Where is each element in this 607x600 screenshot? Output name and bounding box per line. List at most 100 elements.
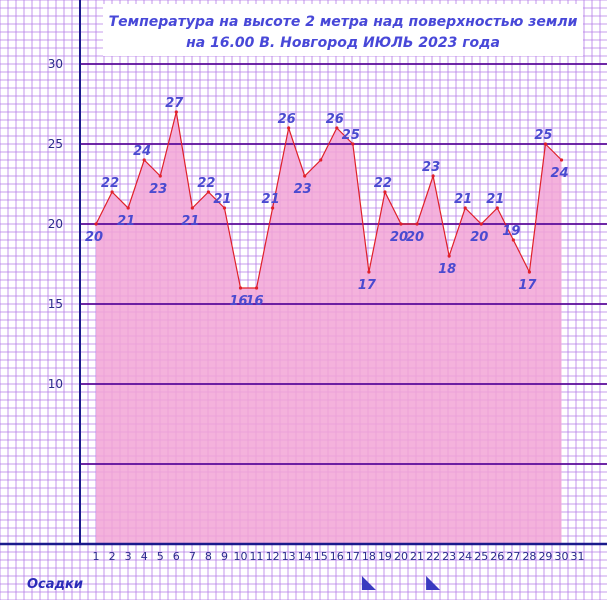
x-tick-label: 2 bbox=[109, 550, 116, 563]
data-point bbox=[222, 206, 227, 210]
x-tick-label: 12 bbox=[266, 550, 280, 563]
data-label: 27 bbox=[165, 96, 184, 111]
data-label: 17 bbox=[518, 278, 537, 293]
data-label: 21 bbox=[454, 192, 472, 207]
data-label: 25 bbox=[342, 128, 360, 143]
data-point bbox=[495, 206, 499, 210]
data-label: 23 bbox=[422, 160, 440, 175]
x-tick-label: 4 bbox=[141, 550, 148, 563]
y-tick-label: 10 bbox=[48, 377, 63, 391]
area-layer bbox=[96, 112, 562, 544]
data-label: 16 bbox=[229, 294, 247, 309]
x-tick-label: 20 bbox=[394, 550, 408, 563]
x-tick-label: 8 bbox=[205, 550, 212, 563]
data-label: 21 bbox=[262, 192, 280, 207]
data-point bbox=[399, 222, 403, 226]
data-point bbox=[271, 206, 275, 210]
data-point bbox=[254, 286, 259, 290]
data-label: 22 bbox=[374, 176, 392, 191]
precip-label: Осадки bbox=[27, 577, 83, 592]
labels-layer: 2022212423272122211616212623262517222020… bbox=[85, 96, 569, 309]
temperature-line bbox=[95, 111, 562, 289]
x-tick-label: 10 bbox=[234, 550, 248, 563]
data-label: 26 bbox=[278, 112, 296, 127]
x-tick-label: 15 bbox=[314, 550, 328, 563]
x-tick-label: 5 bbox=[157, 550, 164, 563]
title-layer: Температура на высоте 2 метра над поверх… bbox=[103, 4, 583, 56]
data-point bbox=[206, 190, 210, 194]
data-label: 17 bbox=[358, 278, 377, 293]
data-point bbox=[174, 110, 178, 114]
data-point bbox=[190, 206, 194, 210]
data-label: 21 bbox=[181, 214, 199, 229]
x-tick-label: 7 bbox=[189, 550, 196, 563]
precipitation-marker bbox=[361, 576, 376, 590]
x-tick-label: 18 bbox=[362, 550, 376, 563]
data-point bbox=[126, 206, 130, 210]
x-tick-label: 25 bbox=[474, 550, 488, 563]
data-point bbox=[287, 126, 291, 130]
data-point bbox=[463, 206, 467, 210]
data-point bbox=[351, 142, 355, 146]
data-label: 21 bbox=[117, 214, 135, 229]
data-point bbox=[142, 158, 146, 162]
x-tick-label: 24 bbox=[458, 550, 472, 563]
data-point bbox=[158, 174, 162, 178]
data-label: 24 bbox=[550, 166, 568, 181]
x-tick-label: 21 bbox=[410, 550, 424, 563]
data-label: 19 bbox=[502, 224, 520, 239]
chart-title-line1: Температура на высоте 2 метра над поверх… bbox=[109, 14, 578, 30]
y-tick-label: 20 bbox=[48, 217, 63, 231]
data-point bbox=[335, 126, 339, 130]
chart-title-line2: на 16.00 В. Новгород ИЮЛЬ 2023 года bbox=[186, 35, 500, 51]
temperature-area bbox=[96, 112, 562, 544]
x-tick-label: 23 bbox=[442, 550, 456, 563]
data-label: 20 bbox=[85, 230, 103, 245]
data-point bbox=[511, 238, 515, 242]
line-layer bbox=[94, 110, 564, 290]
data-label: 20 bbox=[470, 230, 488, 245]
data-label: 22 bbox=[101, 176, 119, 191]
x-tick-label: 17 bbox=[346, 550, 360, 563]
x-tick-label: 19 bbox=[378, 550, 392, 563]
data-label: 23 bbox=[149, 182, 167, 197]
data-label: 21 bbox=[213, 192, 231, 207]
data-label: 22 bbox=[197, 176, 215, 191]
x-tick-label: 28 bbox=[522, 550, 536, 563]
data-point bbox=[319, 158, 323, 162]
x-tick-label: 29 bbox=[538, 550, 552, 563]
data-point bbox=[303, 174, 307, 178]
data-label: 16 bbox=[246, 294, 264, 309]
data-point bbox=[367, 270, 371, 274]
precipitation-marker bbox=[426, 576, 441, 590]
x-tick-label: 1 bbox=[93, 550, 100, 563]
data-label: 21 bbox=[486, 192, 504, 207]
x-tick-label: 13 bbox=[282, 550, 296, 563]
data-point bbox=[415, 222, 419, 226]
precip-layer bbox=[361, 576, 441, 590]
y-tick-label: 25 bbox=[48, 137, 63, 151]
x-tick-label: 22 bbox=[426, 550, 440, 563]
data-point bbox=[559, 158, 564, 162]
data-label: 18 bbox=[438, 262, 456, 277]
data-label: 23 bbox=[294, 182, 312, 197]
data-point bbox=[238, 286, 243, 290]
x-tick-label: 31 bbox=[571, 550, 585, 563]
x-tick-label: 3 bbox=[125, 550, 132, 563]
x-tick-label: 9 bbox=[221, 550, 228, 563]
x-tick-label: 16 bbox=[330, 550, 344, 563]
data-point bbox=[431, 174, 435, 178]
data-label: 20 bbox=[406, 230, 424, 245]
y-tick-label: 15 bbox=[48, 297, 63, 311]
data-point bbox=[479, 222, 483, 226]
data-label: 20 bbox=[390, 230, 408, 245]
data-label: 25 bbox=[534, 128, 552, 143]
x-tick-label: 14 bbox=[298, 550, 312, 563]
data-point bbox=[383, 190, 387, 194]
data-point bbox=[110, 190, 114, 194]
x-tick-label: 26 bbox=[490, 550, 504, 563]
data-point bbox=[94, 222, 98, 226]
